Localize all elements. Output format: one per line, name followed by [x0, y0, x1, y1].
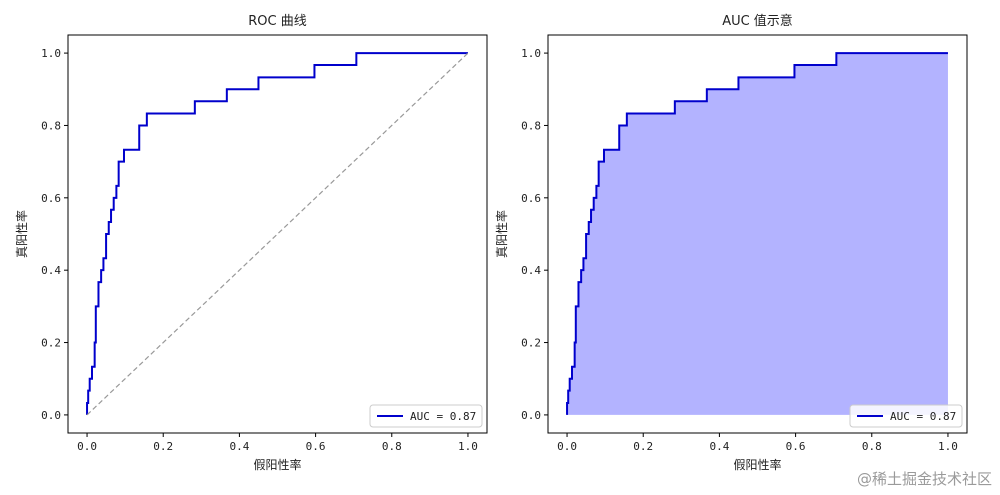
y-tick-label: 0.2	[521, 337, 541, 350]
x-tick-label: 0.4	[709, 440, 729, 453]
x-tick-label: 0.2	[633, 440, 653, 453]
y-tick-label: 0.8	[41, 119, 61, 132]
legend: AUC = 0.87	[849, 404, 963, 428]
x-tick-label: 0.6	[306, 440, 326, 453]
watermark-text: @稀土掘金技术社区	[856, 470, 992, 488]
chart-panel-2: 0.0 0.2 0.4 0.6 0.8 1.0 0.0 0.2 0.4 0.6 0.8 1.0 AUC …	[494, 13, 968, 472]
y-tick-label: 0.4	[41, 264, 61, 277]
y-tick-label: 0.4	[521, 264, 541, 277]
x-tick-label: 0.6	[786, 440, 806, 453]
roc-curve-line	[86, 52, 468, 415]
y-tick-label: 0.6	[41, 192, 61, 205]
y-tick-label: 1.0	[521, 47, 541, 60]
x-axis-label: 假阳性率	[733, 457, 781, 472]
chart-panel-1: 0.0 0.2 0.4 0.6 0.8 1.0 0.0 0.2 0.4 0.6 0.8 1.0 ROC …	[14, 14, 488, 472]
x-tick-label: 0.8	[382, 440, 402, 453]
chart-title: AUC 值示意	[722, 13, 793, 29]
x-tick-label: 0.0	[557, 440, 577, 453]
x-tick-label: 0.0	[77, 440, 97, 453]
legend-box	[849, 404, 963, 428]
y-tick-label: 0.6	[521, 192, 541, 205]
plot-frame	[547, 34, 968, 434]
auc-fill-area	[567, 53, 948, 415]
x-tick-label: 0.2	[153, 440, 173, 453]
y-tick-label: 0.8	[521, 119, 541, 132]
y-axis-label: 真阳性率	[494, 210, 509, 258]
y-tick-label: 0.0	[521, 409, 541, 422]
plot-frame	[67, 34, 488, 434]
legend: AUC = 0.87	[369, 404, 483, 428]
x-axis-label: 假阳性率	[253, 457, 301, 472]
legend-label: AUC = 0.87	[890, 410, 956, 423]
y-axis-label: 真阳性率	[14, 210, 29, 258]
diagonal-reference-line	[86, 52, 469, 416]
y-tick-label: 0.0	[41, 409, 61, 422]
legend-box	[369, 404, 483, 428]
x-tick-label: 1.0	[938, 440, 958, 453]
roc-curve-line	[566, 52, 948, 415]
x-tick-label: 1.0	[458, 440, 478, 453]
x-tick-label: 0.4	[229, 440, 249, 453]
x-tick-label: 0.8	[862, 440, 882, 453]
y-tick-label: 0.2	[41, 337, 61, 350]
legend-label: AUC = 0.87	[410, 410, 476, 423]
y-tick-label: 1.0	[41, 47, 61, 60]
chart-title: ROC 曲线	[248, 14, 306, 29]
